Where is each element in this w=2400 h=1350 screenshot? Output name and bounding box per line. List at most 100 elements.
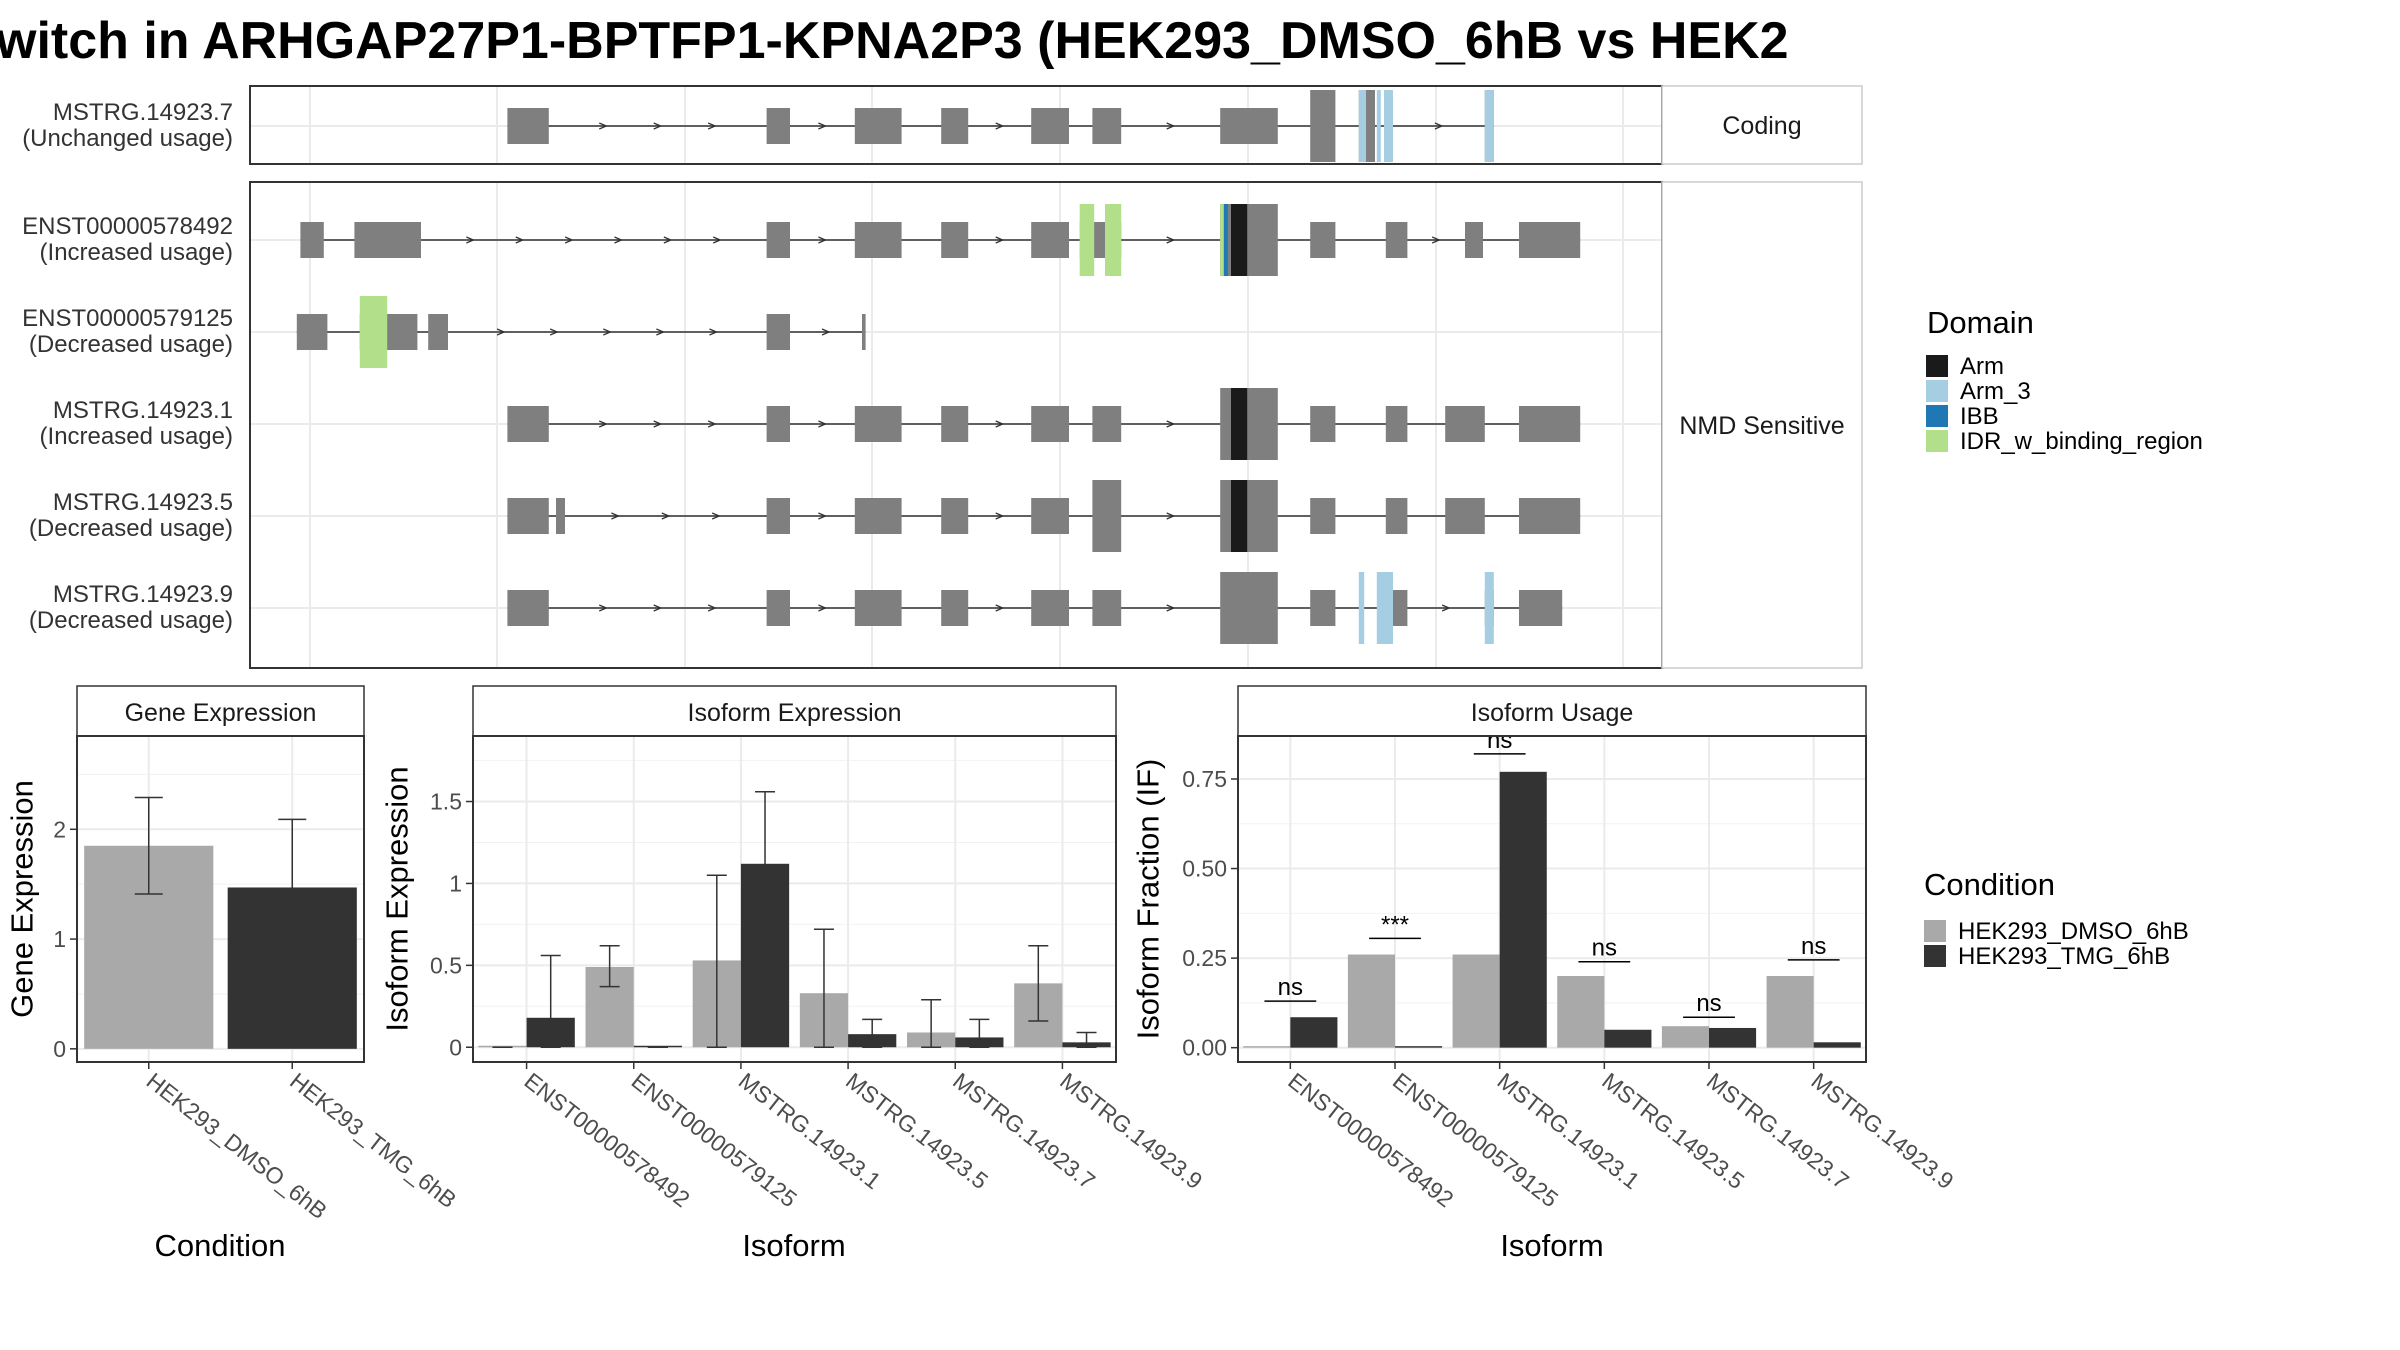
isoform-name-label: ENST00000578492: [22, 213, 233, 240]
intron-arrow: [995, 512, 1005, 520]
condition-legend: Condition HEK293_DMSO_6hB HEK293_TMG_6hB: [1924, 867, 2189, 970]
figure-title: witch in ARHGAP27P1-BPTFP1-KPNA2P3 (HEK2…: [0, 12, 1789, 70]
x-axis-title: Isoform: [742, 1228, 845, 1263]
domain-arm-3: [1484, 572, 1494, 644]
exon: [1519, 498, 1581, 534]
intron-arrow: [818, 604, 828, 612]
legend-label-tmg: HEK293_TMG_6hB: [1958, 943, 2170, 970]
bar-hek293-dmso-6hb-enst00000578492: [1243, 1046, 1291, 1048]
intron-arrow: [707, 604, 717, 612]
legend-swatch-arm-3: [1926, 380, 1948, 402]
domain-arm-3: [1384, 90, 1393, 162]
x-axis-title: Condition: [155, 1228, 286, 1263]
domain-legend-title: Domain: [1927, 305, 2034, 340]
intron-arrow: [711, 512, 721, 520]
intron-arrow: [1166, 604, 1176, 612]
intron-arrow: [818, 512, 828, 520]
legend-swatch-idr: [1926, 430, 1948, 452]
exon: [941, 498, 969, 534]
domain-arm-3: [1484, 90, 1494, 162]
significance-label: ns: [1278, 974, 1303, 1001]
exon: [1385, 498, 1408, 534]
x-axis-title: Isoform: [1500, 1228, 1603, 1263]
y-tick-label: 1: [53, 926, 66, 952]
isoform-name-label: MSTRG.14923.5: [53, 489, 233, 516]
domain-idr-w-binding-region: [1079, 204, 1095, 276]
domain-idr-w-binding-region: [359, 296, 385, 368]
exon: [1220, 572, 1278, 644]
intron-arrow: [1431, 236, 1441, 244]
bar-panel-strip-label: Isoform Expression: [688, 699, 902, 727]
bar-hek293-tmg-6hb-mstrg-14923-1: [1499, 771, 1547, 1048]
legend-label-arm-3: Arm_3: [1960, 378, 2031, 405]
exon: [1220, 480, 1278, 552]
intron-arrow: [656, 328, 666, 336]
structure-strip-label: NMD Sensitive: [1679, 412, 1844, 440]
y-tick-label: 1: [449, 870, 462, 896]
exon: [1310, 406, 1336, 442]
isoform-usage-label: (Decreased usage): [29, 515, 233, 542]
bar-hek293-tmg-6hb-mstrg-14923-7: [1709, 1027, 1757, 1048]
domain-arm-3: [1358, 572, 1365, 644]
bar-panel-border: [1237, 735, 1867, 1063]
significance-label: ns: [1487, 727, 1512, 754]
exon: [1519, 406, 1581, 442]
structure-strip: [1661, 85, 1863, 165]
exon: [1092, 480, 1122, 552]
domain-idr-w-binding-region: [1105, 204, 1122, 276]
exon: [1385, 222, 1408, 258]
exon: [1031, 498, 1069, 534]
intron-arrow: [564, 236, 574, 244]
intron-arrow: [818, 420, 828, 428]
exon: [854, 406, 902, 442]
bar-panel-strip: [1237, 685, 1867, 737]
exon: [1220, 108, 1278, 144]
intron-arrow: [1166, 236, 1176, 244]
intron-arrow: [709, 328, 719, 336]
intron-arrow: [707, 122, 717, 130]
bar-hek293-tmg-6hb-mstrg-14923-5: [1604, 1029, 1652, 1048]
intron-arrow: [515, 236, 525, 244]
y-tick-label: 0: [449, 1034, 462, 1060]
y-axis-title: Isoform Fraction (IF): [1131, 759, 1166, 1040]
exon: [941, 406, 969, 442]
exon: [1310, 90, 1336, 162]
exon: [1220, 204, 1278, 276]
intron-arrow: [611, 512, 621, 520]
exon: [766, 498, 790, 534]
domain-arm: [1231, 480, 1248, 552]
domain-legend: Domain Arm Arm_3 IBB IDR_w_binding_regio…: [1926, 305, 2203, 455]
intron-arrow: [653, 604, 663, 612]
intron-arrow: [653, 420, 663, 428]
y-tick-label: 2: [53, 816, 66, 842]
transcript-structure-panels: MSTRG.14923.7(Unchanged usage) Coding ENST…: [22, 85, 1863, 669]
y-axis-title: Gene Expression: [5, 780, 40, 1018]
intron-arrow: [653, 122, 663, 130]
domain-idr-w-binding-region: [383, 296, 388, 368]
intron-arrow: [603, 328, 612, 336]
isoform-name-label: MSTRG.14923.9: [53, 581, 233, 608]
domain-arm-3: [1376, 90, 1381, 162]
bar-hek293-dmso-6hb-mstrg-14923-5: [1557, 976, 1605, 1048]
exon: [507, 590, 549, 626]
intron-arrow: [466, 236, 476, 244]
y-tick-label: 0.50: [1182, 856, 1227, 882]
intron-arrow: [818, 236, 828, 244]
intron-arrow: [995, 122, 1005, 130]
exon: [941, 222, 969, 258]
bar-panel-border: [472, 735, 1117, 1063]
exon: [1310, 498, 1336, 534]
exon: [1385, 406, 1408, 442]
domain-arm: [1231, 388, 1248, 460]
legend-label-dmso: HEK293_DMSO_6hB: [1958, 918, 2189, 945]
significance-label: ns: [1801, 933, 1826, 960]
exon: [1310, 222, 1336, 258]
exon: [507, 108, 549, 144]
legend-swatch-dmso: [1924, 920, 1946, 942]
exon: [862, 314, 866, 350]
exon: [1092, 406, 1122, 442]
significance-label: ns: [1592, 935, 1617, 962]
bar-chart-panels: Gene Expression012HEK293_DMSO_6hBHEK293_…: [5, 685, 1959, 1263]
condition-legend-title: Condition: [1924, 867, 2055, 902]
intron-arrow: [663, 236, 673, 244]
